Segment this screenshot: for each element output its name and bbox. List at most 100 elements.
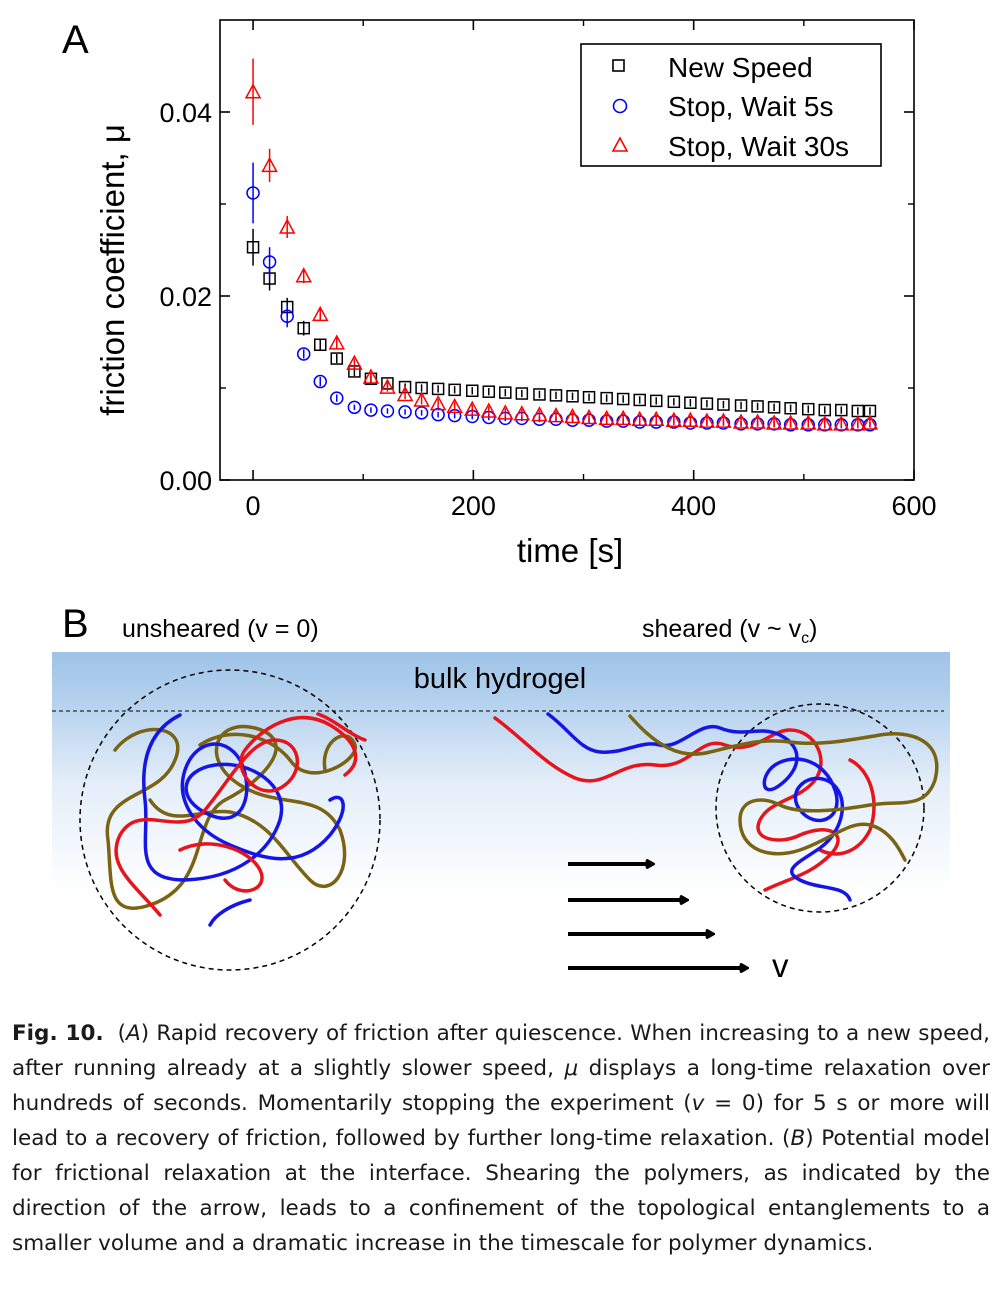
data-point-square	[482, 385, 496, 398]
x-tick-label: 200	[451, 491, 496, 521]
y-tick-label: 0.00	[159, 466, 212, 496]
data-point-circle	[313, 374, 327, 389]
series-triangle	[244, 58, 879, 431]
data-point-circle	[414, 406, 429, 420]
data-point-square	[667, 395, 681, 409]
legend-item-wait-5s: Stop, Wait 5s	[668, 91, 833, 122]
panel-a-label: A	[62, 18, 89, 62]
data-point-circle	[380, 404, 395, 418]
caption-panel-a-ref: A	[126, 1021, 141, 1046]
blue-chain-left	[142, 713, 345, 927]
bulk-hydrogel-label: bulk hydrogel	[414, 663, 587, 695]
data-point-triangle	[261, 156, 278, 173]
data-point-square	[751, 400, 764, 413]
sheared-title: sheared (v ~ vc)	[642, 615, 817, 647]
plot-frame	[219, 19, 915, 481]
data-point-square	[717, 398, 730, 411]
data-point-square	[549, 389, 563, 402]
data-point-triangle	[614, 409, 632, 426]
data-point-square	[616, 392, 630, 406]
data-point-triangle	[311, 305, 329, 322]
data-point-square	[700, 397, 714, 410]
data-point-triangle	[682, 411, 699, 427]
x-tick-label: 400	[671, 491, 716, 521]
velocity-label: v	[772, 947, 789, 984]
legend: New Speed Stop, Wait 5s Stop, Wait 30s	[580, 43, 882, 167]
caption-text: (	[117, 1021, 127, 1046]
hydrogel-background	[52, 652, 950, 892]
legend-box	[580, 43, 882, 167]
data-point-triangle	[631, 410, 648, 427]
data-point-triangle	[732, 413, 750, 429]
data-point-circle	[834, 418, 849, 432]
data-point-triangle	[765, 414, 783, 430]
red-chain-right	[493, 716, 876, 892]
series-square	[246, 228, 877, 418]
data-point-circle	[296, 347, 311, 361]
data-point-square	[784, 401, 797, 415]
figure-caption: Fig. 10. (A) Rapid recovery of friction a…	[12, 1016, 990, 1261]
caption-text: displays a long-time relaxation over hun…	[12, 1056, 990, 1116]
data-point-triangle	[799, 414, 817, 430]
data-point-triangle	[749, 413, 766, 429]
data-point-triangle	[715, 412, 732, 428]
data-point-triangle	[480, 402, 498, 418]
data-point-triangle	[531, 406, 548, 422]
caption-text: ) Potential model for frictional relaxat…	[12, 1126, 990, 1256]
y-tick-label: 0.04	[159, 98, 212, 128]
unsheared-polymer-chains	[105, 712, 367, 927]
unsheared-title: unsheared (v = 0)	[122, 615, 319, 643]
data-point-square	[582, 390, 596, 404]
data-point-triangle	[833, 415, 850, 431]
data-point-triangle	[580, 408, 598, 425]
olive-chain-left	[105, 724, 347, 910]
data-point-triangle	[328, 334, 346, 350]
caption-text: ) Rapid recovery of friction after quies…	[12, 1021, 991, 1081]
data-point-square	[633, 393, 646, 407]
data-point-square	[684, 396, 697, 409]
data-point-triangle	[429, 395, 447, 411]
data-point-circle	[262, 255, 277, 269]
data-point-square	[313, 338, 327, 352]
data-point-square	[499, 386, 512, 399]
unsheared-coil-boundary	[79, 669, 381, 971]
data-point-triangle	[464, 400, 481, 416]
friction-chart: A 0 200 400 600 0.00 0.02 0.04 friction coeffi…	[62, 18, 937, 569]
data-point-square	[431, 382, 445, 396]
shear-velocity-arrows	[568, 864, 746, 968]
data-point-triangle	[446, 397, 463, 414]
x-tick-label: 0	[246, 491, 261, 521]
data-point-triangle	[346, 354, 363, 370]
y-axis-label: friction coefficient, μ	[94, 124, 131, 416]
data-point-circle	[818, 418, 832, 432]
caption-v-symbol: v	[691, 1091, 705, 1116]
data-point-triangle	[647, 410, 665, 427]
data-point-circle	[330, 391, 344, 405]
data-point-square	[297, 321, 310, 335]
tick-labels: 0 200 400 600 0.00 0.02 0.04	[159, 98, 936, 521]
data-point-triangle	[413, 391, 430, 407]
data-point-triangle	[782, 414, 799, 430]
data-point-triangle	[295, 267, 312, 283]
red-chain-left	[114, 712, 367, 917]
sheared-coil-boundary	[715, 703, 925, 913]
data-point-square	[466, 384, 479, 398]
olive-chain-right	[628, 714, 939, 862]
axis-ticks	[220, 20, 915, 481]
data-point-circle	[431, 407, 445, 422]
caption-mu-symbol: μ	[564, 1056, 579, 1081]
data-point-square	[600, 391, 613, 405]
panel-b-label: B	[62, 602, 89, 646]
data-point-triangle	[665, 411, 683, 427]
data-point-circle	[347, 400, 362, 415]
data-point-triangle	[244, 83, 262, 99]
x-axis-label: time [s]	[517, 532, 623, 569]
data-point-circle	[767, 417, 781, 431]
data-point-square	[734, 399, 748, 412]
data-point-triangle	[861, 414, 879, 430]
data-point-circle	[280, 309, 294, 323]
data-point-triangle	[278, 218, 296, 234]
legend-circle-marker	[612, 98, 628, 114]
sheared-polymer-chains	[493, 712, 939, 902]
data-point-square	[246, 240, 260, 254]
